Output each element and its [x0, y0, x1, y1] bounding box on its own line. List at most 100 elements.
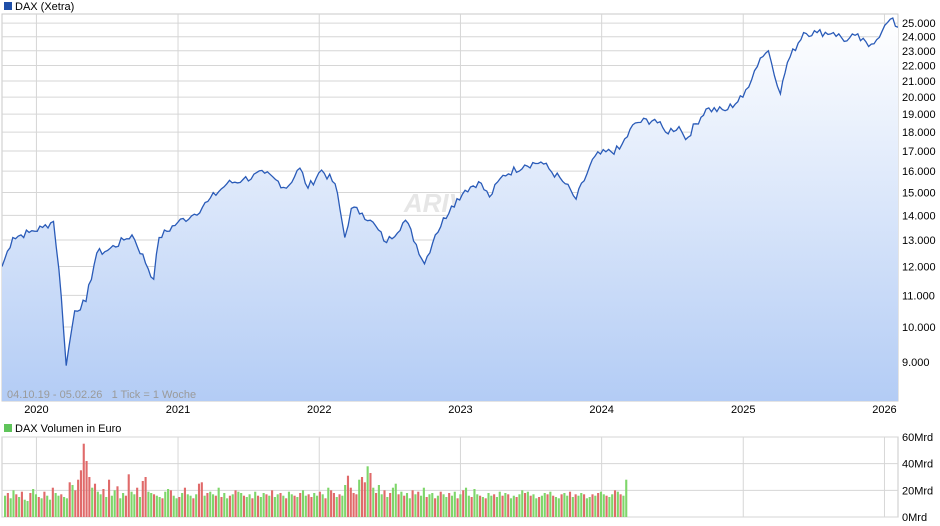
volume-bar: [155, 495, 158, 517]
volume-bar: [206, 493, 209, 517]
volume-bar: [467, 495, 470, 517]
volume-bar: [355, 494, 358, 517]
volume-bar: [391, 487, 394, 517]
volume-bar: [622, 495, 625, 517]
price-y-tick-label: 9.000: [902, 357, 930, 369]
volume-y-tick-label: 40Mrd: [902, 459, 933, 471]
volume-bar: [290, 494, 293, 517]
volume-bar: [588, 497, 591, 517]
volume-bar: [20, 491, 23, 517]
price-range-info: 04.10.19 - 05.02.26 1 Tick = 1 Woche: [7, 389, 196, 401]
volume-bar: [408, 498, 411, 517]
volume-bar: [63, 497, 66, 517]
price-y-tick-label: 14.000: [902, 210, 936, 222]
volume-bar: [344, 485, 347, 517]
volume-bar: [403, 495, 406, 517]
volume-bar: [93, 483, 97, 517]
volume-bar: [245, 497, 248, 517]
volume-bar: [504, 493, 507, 517]
volume-bar: [178, 497, 181, 517]
volume-bar: [79, 470, 82, 517]
volume-bar: [316, 495, 319, 517]
volume-bar: [583, 494, 586, 517]
volume-bar: [214, 495, 217, 517]
volume-bar: [383, 490, 386, 517]
volume-bar: [428, 494, 431, 517]
volume-bar: [521, 490, 524, 517]
volume-bar: [552, 495, 555, 517]
volume-bar: [372, 487, 375, 517]
price-x-tick-label: 2026: [872, 404, 896, 416]
volume-bar: [495, 497, 498, 517]
volume-bar: [377, 485, 380, 517]
volume-bar: [110, 495, 113, 517]
volume-bar: [425, 497, 428, 517]
price-x-axis: 2020 2021 2022 2023 2024 2025 2026: [24, 404, 897, 416]
volume-bar: [535, 498, 538, 517]
volume-bar: [481, 497, 484, 517]
volume-bar: [554, 497, 558, 517]
volume-bar: [40, 498, 43, 517]
volume-bar: [102, 489, 105, 517]
volume-bar: [526, 491, 529, 517]
volume-bar: [566, 495, 569, 517]
volume-bar: [23, 499, 26, 517]
volume-bar: [212, 494, 215, 517]
volume-bar: [189, 495, 192, 517]
volume-bar: [470, 497, 473, 517]
price-y-tick-label: 15.000: [902, 188, 936, 200]
volume-bar: [133, 494, 136, 517]
volume-bar: [397, 494, 400, 517]
volume-bar: [164, 491, 167, 517]
volume-bar: [375, 493, 378, 517]
volume-bar: [448, 493, 451, 517]
volume-bar: [200, 482, 203, 517]
volume-bar: [46, 495, 49, 517]
volume-bar: [571, 497, 574, 517]
volume-bar: [613, 490, 617, 517]
volume-bar: [293, 495, 296, 517]
volume-bar: [386, 497, 389, 517]
volume-bar: [282, 495, 285, 517]
volume-bar: [43, 491, 46, 517]
volume-bar: [529, 495, 532, 517]
volume-bar: [186, 494, 189, 517]
volume-bar: [54, 493, 57, 517]
volume-bar: [287, 491, 290, 517]
volume-bar: [12, 490, 15, 517]
volume-bar: [32, 489, 35, 517]
volume-bar: [585, 498, 588, 517]
volume-bar: [60, 494, 63, 517]
volume-bar: [352, 493, 355, 517]
volume-bar: [394, 483, 397, 517]
volume-bar: [175, 498, 178, 517]
volume-bar: [509, 498, 513, 517]
volume-bar: [172, 495, 175, 517]
volume-bar: [65, 498, 68, 517]
volume-bar: [453, 491, 456, 517]
volume-bar: [256, 495, 260, 517]
volume-bar: [540, 495, 543, 517]
price-x-tick-label: 2024: [589, 404, 613, 416]
legend-price-label: DAX (Xetra): [15, 1, 74, 13]
volume-bar: [577, 495, 580, 517]
volume-bar: [611, 494, 614, 517]
volume-bar: [338, 494, 341, 517]
volume-bar: [456, 498, 459, 517]
volume-bar: [158, 497, 161, 517]
volume-bar: [549, 491, 552, 517]
volume-bar: [71, 485, 74, 517]
volume-bar: [127, 474, 130, 517]
volume-bar: [254, 491, 257, 517]
volume-bar: [209, 491, 212, 517]
volume-bar: [220, 497, 223, 517]
volume-bar: [268, 495, 271, 517]
volume-bar: [304, 495, 307, 517]
volume-bars: [4, 443, 628, 517]
volume-bar: [518, 494, 521, 517]
volume-bar: [223, 493, 226, 517]
volume-bar: [217, 487, 220, 517]
price-x-tick-label: 2023: [448, 404, 472, 416]
price-y-tick-label: 10.000: [902, 322, 936, 334]
